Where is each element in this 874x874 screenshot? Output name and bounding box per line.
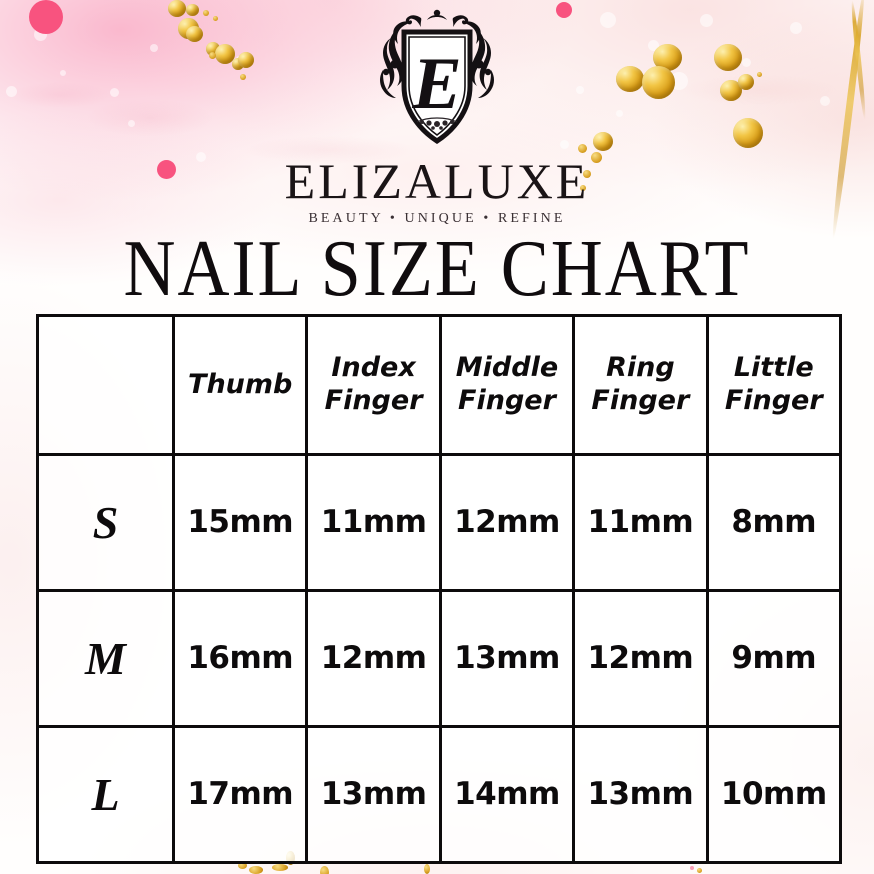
column-header-middle-line2: Finger — [458, 385, 556, 416]
column-header-middle-line1: Middle — [455, 352, 559, 384]
cell-m-ring: 12mm — [572, 589, 709, 728]
column-header-little-line2: Finger — [724, 385, 823, 416]
brand-tagline: BEAUTY • UNIQUE • REFINE — [308, 211, 566, 226]
pink-dot-right — [556, 2, 572, 18]
pink-dot-large — [29, 0, 63, 34]
column-header-ring-line2: Finger — [591, 385, 690, 416]
cell-l-thumb: 17mm — [171, 725, 309, 864]
column-header-ring-finger: Ring Finger — [572, 314, 709, 456]
cell-l-index: 13mm — [305, 725, 442, 864]
column-header-middle-finger: Middle Finger — [438, 314, 576, 456]
nail-size-table: Thumb Index Finger Middle Finger Ring Fi… — [36, 314, 842, 864]
cell-m-thumb: 16mm — [171, 589, 309, 728]
row-size-label-m: M — [36, 589, 175, 728]
table-header-row: Thumb Index Finger Middle Finger Ring Fi… — [36, 314, 842, 456]
page-title: NAIL SIZE CHART — [123, 223, 751, 314]
cell-s-little: 8mm — [705, 453, 842, 592]
elizaluxe-crest-icon: E — [380, 9, 494, 144]
cell-m-middle: 13mm — [438, 589, 576, 728]
brand-logo: E ELIZALUXE BEAUTY • UNIQUE • REFINE — [0, 8, 874, 226]
brand-name: ELIZALUXE — [284, 153, 590, 209]
column-header-little-line1: Little — [733, 352, 814, 384]
cell-m-index: 12mm — [305, 589, 442, 728]
cell-s-middle: 12mm — [438, 453, 576, 592]
row-size-label-l: L — [36, 725, 175, 864]
column-header-thumb: Thumb — [171, 314, 309, 456]
pink-speck-bottom — [690, 866, 694, 870]
cell-l-middle: 14mm — [438, 725, 576, 864]
table-corner-cell — [36, 314, 175, 456]
column-header-index-line1: Index — [331, 352, 416, 384]
column-header-little-finger: Little Finger — [705, 314, 842, 456]
cell-s-thumb: 15mm — [171, 453, 309, 592]
table-row: M 16mm 12mm 13mm 12mm 9mm — [36, 589, 842, 728]
cell-l-little: 10mm — [705, 725, 842, 864]
pink-dot-mid — [157, 160, 176, 179]
cell-s-index: 11mm — [305, 453, 442, 592]
column-header-ring-line1: Ring — [606, 352, 675, 384]
cell-m-little: 9mm — [705, 589, 842, 728]
cell-s-ring: 11mm — [572, 453, 709, 592]
column-header-thumb-line1: Thumb — [188, 368, 293, 400]
monogram-letter: E — [411, 43, 461, 125]
pink-dot-small — [49, 2, 55, 8]
column-header-index-finger: Index Finger — [305, 314, 442, 456]
cell-l-ring: 13mm — [572, 725, 709, 864]
table-row: L 17mm 13mm 14mm 13mm 10mm — [36, 725, 842, 864]
row-size-label-s: S — [36, 453, 175, 592]
column-header-index-line2: Finger — [324, 385, 423, 416]
table-row: S 15mm 11mm 12mm 11mm 8mm — [36, 453, 842, 592]
